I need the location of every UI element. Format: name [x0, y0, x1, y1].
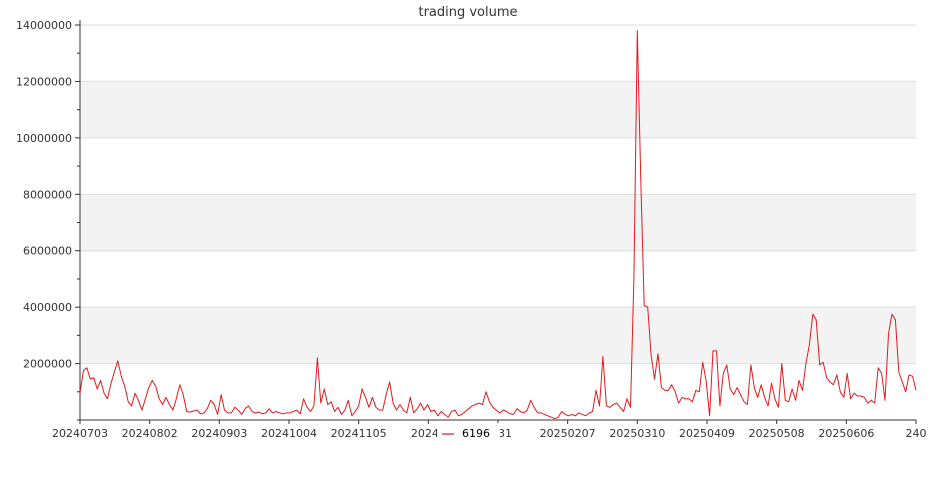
x-tick-label: 20250207 [540, 427, 596, 440]
legend-background [437, 423, 500, 441]
x-tick-label: 20250508 [749, 427, 805, 440]
y-tick-label: 8000000 [23, 188, 72, 201]
legend-label: 6196 [462, 427, 490, 440]
legend: 6196 [437, 423, 500, 441]
y-tick-label: 10000000 [16, 132, 72, 145]
y-axis-ticks: 2000000 4000000 6000000 8000000 10000000 1200… [16, 19, 80, 421]
plot-background-bands [80, 81, 916, 364]
y-tick-label: 6000000 [23, 245, 72, 258]
x-tick-label: 20250606 [818, 427, 874, 440]
x-tick-label: 20240903 [191, 427, 247, 440]
y-tick-label: 2000000 [23, 358, 72, 371]
horizontal-grid-lines [80, 24, 916, 365]
x-tick-label: 20250409 [679, 427, 735, 440]
plot-band [80, 194, 916, 251]
y-tick-label: 14000000 [16, 19, 72, 32]
x-tick-label: 20241004 [261, 427, 317, 440]
y-tick-label: 12000000 [16, 75, 72, 88]
x-tick-label: 20240802 [122, 427, 178, 440]
series-group [79, 30, 917, 420]
y-tick-label: 4000000 [23, 301, 72, 314]
plot-band [80, 307, 916, 364]
series-line-6196 [79, 30, 917, 420]
chart-title: trading volume [418, 5, 517, 20]
x-axis-ticks: 20240703 20240802 20240903 20241004 20241105… [52, 420, 927, 440]
x-tick-label: 20240703 [52, 427, 108, 440]
x-tick-label: 20250310 [609, 427, 665, 440]
plot-band [80, 81, 916, 138]
x-tick-label: 20241105 [331, 427, 387, 440]
x-tick-label: 240 [906, 427, 927, 440]
